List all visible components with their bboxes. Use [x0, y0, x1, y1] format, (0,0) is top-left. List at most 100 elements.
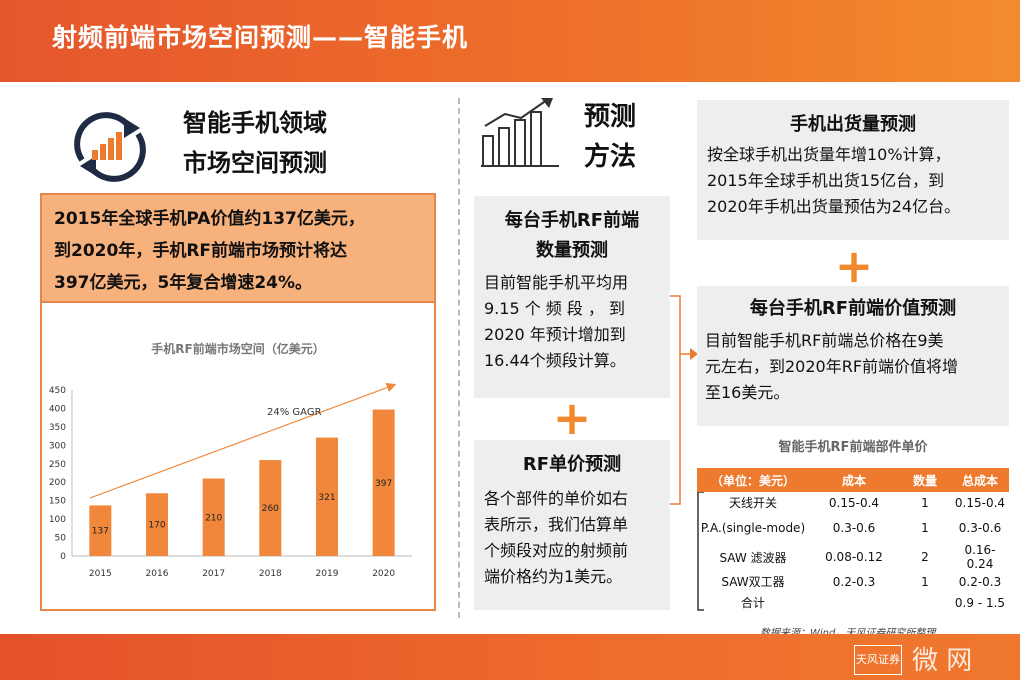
- y-tick-label: 150: [49, 497, 66, 507]
- y-tick-label: 350: [49, 423, 66, 433]
- rf-count-box: 每台手机RF前端 数量预测 目前智能手机平均用 9.15 个 频 段 ， 到 2…: [474, 196, 670, 398]
- summary-line: 到2020年，手机RF前端市场预计将达: [54, 241, 348, 261]
- shipment-box: 手机出货量预测 按全球手机出货量年增10%计算， 2015年全球手机出货15亿台…: [697, 100, 1009, 240]
- market-bar-chart: 手机RF前端市场空间（亿美元） 0 50 100 150 200 250 300 350 400…: [49, 341, 412, 579]
- table-cell: 0.15-0.4: [954, 495, 1006, 510]
- bar-2017: [202, 478, 225, 556]
- table-cell: 合计: [740, 596, 765, 610]
- summary-box: 2015年全球手机PA价值约137亿美元， 到2020年，手机RF前端市场预计将…: [40, 193, 436, 303]
- table-row: SAW双工器 0.2-0.3 1 0.2-0.3: [697, 571, 1009, 592]
- table-cell: 2: [921, 550, 929, 564]
- rf-price-box: RF单价预测 各个部件的单价如右 表所示，我们估算单 个频段对应的射频前 端价格…: [474, 440, 670, 610]
- bar-2016: [146, 493, 168, 556]
- y-tick-label: 400: [49, 404, 66, 414]
- x-tick-label: 2016: [146, 569, 169, 579]
- footer-bar: [0, 634, 1020, 680]
- table-header-cell: 成本: [809, 468, 899, 492]
- bar-value-label: 137: [92, 527, 109, 537]
- y-tick-label: 0: [60, 552, 66, 562]
- y-tick-label: 300: [49, 441, 66, 451]
- x-tick-label: 2019: [316, 569, 339, 579]
- value-text: 目前智能手机RF前端总价格在9美: [705, 331, 944, 350]
- rf-count-text: 16.44个频段计算。: [484, 351, 626, 370]
- table-cell: 天线开关: [728, 496, 777, 510]
- table-cell: 1: [921, 521, 929, 535]
- chart-frame: [40, 303, 436, 611]
- table-bracket: [697, 492, 704, 611]
- table-header-cell: （单位：美元）: [697, 468, 809, 492]
- left-title-line2: 市场空间预测: [183, 149, 327, 177]
- watermark-text: 微 网: [912, 646, 973, 676]
- x-tick-label: 2017: [202, 569, 225, 579]
- table-header-cell: 数量: [899, 468, 951, 492]
- table-cell: [899, 592, 951, 613]
- shipment-title: 手机出货量预测: [790, 114, 916, 135]
- table-cell: P.A.(single-mode): [700, 521, 806, 535]
- rf-price-title: RF单价预测: [522, 454, 622, 475]
- table-cell: 0.3-0.6: [958, 521, 1002, 535]
- rf-price-text: 个频段对应的射频前: [484, 541, 629, 560]
- x-tick-label: 2020: [372, 569, 395, 579]
- bar-value-label: 210: [205, 513, 222, 523]
- chart-title: 手机RF前端市场空间（亿美元）: [151, 341, 324, 356]
- table-header-row: （单位：美元） 成本 数量 总成本: [697, 468, 1009, 492]
- bar-2019: [316, 437, 338, 556]
- shipment-text: 按全球手机出货量年增10%计算，: [707, 145, 951, 164]
- table-cell: 0.15-0.4: [828, 495, 880, 510]
- rf-count-text: 2020 年预计增加到: [484, 325, 626, 344]
- header-bar: [0, 0, 1020, 82]
- table-row: SAW 滤波器 0.08-0.12 2 0.16-0.24: [697, 543, 1009, 571]
- bar-value-label: 260: [262, 504, 279, 514]
- plus-icon: +: [552, 391, 592, 445]
- table-cell: 0.16-0.24: [964, 543, 996, 571]
- rf-price-text: 各个部件的单价如右: [484, 489, 629, 508]
- table-row: P.A.(single-mode) 0.3-0.6 1 0.3-0.6: [697, 513, 1009, 543]
- plus-icon: +: [834, 239, 874, 293]
- table-cell: 0.2-0.3: [958, 574, 1002, 589]
- rf-price-text: 端价格约为1美元。: [484, 567, 623, 586]
- bar-2018: [259, 460, 282, 556]
- column-divider: [458, 98, 460, 618]
- table-total-row: 合计 0.9 - 1.5: [697, 592, 1009, 613]
- summary-line: 397亿美元，5年复合增速24%。: [54, 273, 313, 293]
- refresh-chart-icon: [74, 112, 146, 182]
- table-header-cell: 总成本: [951, 468, 1009, 492]
- table-title: 智能手机RF前端部件单价: [778, 440, 928, 455]
- method-title-line1: 预测: [584, 102, 637, 132]
- table-row: 天线开关 0.15-0.4 1 0.15-0.4: [697, 492, 1009, 513]
- page-title: 射频前端市场空间预测——智能手机: [52, 23, 469, 52]
- shipment-text: 2020年手机出货量预估为24亿台。: [707, 197, 961, 216]
- x-tick-label: 2015: [89, 569, 112, 579]
- table-cell: 0.08-0.12: [825, 550, 883, 564]
- rf-count-title-line2: 数量预测: [536, 240, 608, 261]
- method-title-line2: 方法: [584, 142, 637, 172]
- table-cell: 1: [921, 574, 929, 589]
- rf-count-title-line1: 每台手机RF前端: [504, 210, 640, 231]
- data-source: 数据来源：Wind，天风证券研究所整理: [760, 624, 935, 639]
- table-cell: 0.9 - 1.5: [954, 595, 1006, 610]
- x-tick-label: 2018: [259, 569, 282, 579]
- rf-count-text: 9.15 个 频 段 ， 到: [484, 299, 626, 318]
- bar-value-label: 397: [375, 479, 392, 489]
- table-cell: 0.3-0.6: [832, 521, 876, 535]
- value-text: 元左右，到2020年RF前端价值将增: [705, 357, 959, 376]
- bar-value-label: 321: [318, 493, 335, 503]
- brand-logo: 天风证券: [854, 645, 902, 675]
- value-title: 每台手机RF前端价值预测: [749, 298, 957, 319]
- value-text: 至16美元。: [705, 383, 790, 402]
- shipment-text: 2015年全球手机出货15亿台，到: [707, 171, 945, 190]
- table-cell: SAW双工器: [721, 575, 785, 589]
- unit-price-table: （单位：美元） 成本 数量 总成本 天线开关 0.15-0.4 1 0.15-0…: [697, 468, 1009, 613]
- bar-growth-icon: [481, 98, 559, 167]
- value-box: 每台手机RF前端价值预测 目前智能手机RF前端总价格在9美 元左右，到2020年…: [697, 286, 1009, 426]
- y-tick-label: 100: [49, 515, 66, 525]
- y-tick-label: 50: [55, 534, 67, 544]
- left-title-line1: 智能手机领域: [183, 109, 327, 137]
- bar-2015: [89, 505, 112, 556]
- table-cell: [809, 592, 899, 613]
- table-cell: 0.2-0.3: [832, 574, 876, 589]
- bar-2020: [372, 409, 395, 556]
- summary-line: 2015年全球手机PA价值约137亿美元，: [54, 209, 365, 229]
- bracket-connector: [670, 295, 698, 505]
- y-tick-label: 200: [49, 478, 66, 488]
